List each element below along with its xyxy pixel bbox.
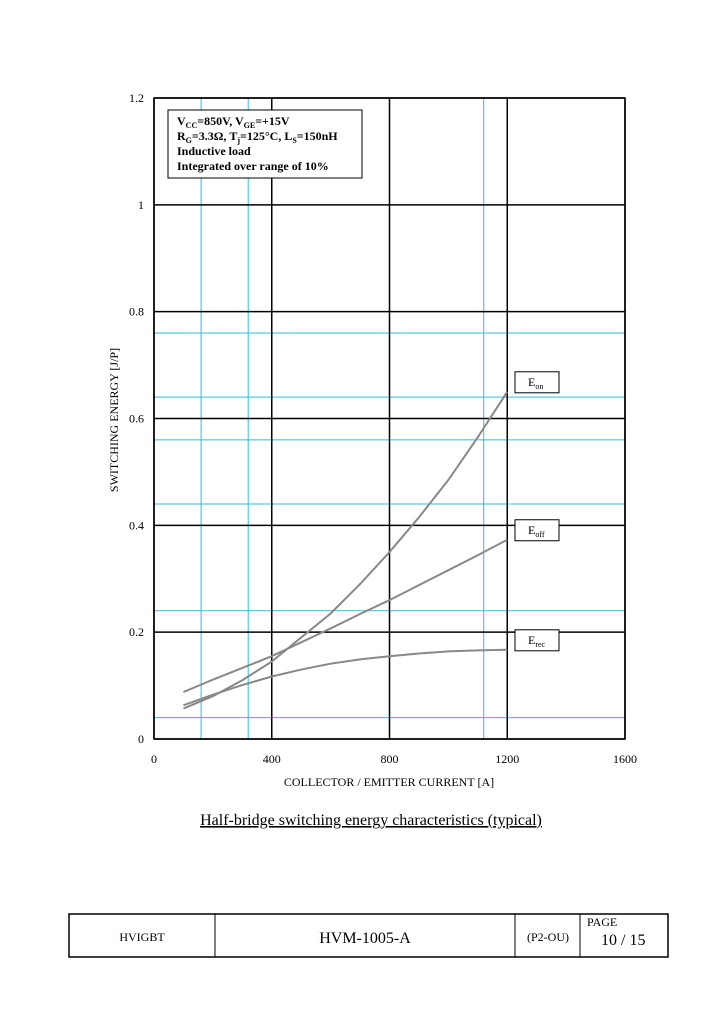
subscript: CC [186,121,198,130]
annotation-text: =125°C, L [240,129,292,143]
code: (P2-OU) [527,930,569,944]
legend-box [514,519,560,542]
curve [183,538,508,693]
legend-subscript: on [535,382,543,391]
legend-name: E [528,375,535,389]
subscript: S [292,136,297,145]
footer-box [68,913,669,958]
annotation-text: V [177,114,186,128]
product: HVIGBT [119,930,165,944]
annotation-text: Integrated over range of 10% [177,159,329,173]
annotation-text: =150nH [297,129,339,143]
annotation-line: Inductive load [177,144,251,158]
legend-name: E [528,633,535,647]
plot-frame [153,97,626,740]
legend-box [514,629,560,652]
x-tick-label: 1600 [613,752,637,766]
x-axis-label: COLLECTOR / EMITTER CURRENT [A] [284,775,494,789]
x-tick-label: 1200 [495,752,519,766]
annotation-text: R [177,129,186,143]
annotation-line: RG=3.3Ω, Tj=125°C, LS=150nH [177,129,338,145]
annotation-line: VCC=850V, VGE=+15V [177,114,290,130]
legend-label: Eon [528,375,543,391]
annotation-box [167,109,363,179]
legend-label: Erec [528,633,546,649]
annotation-text: =+15V [255,114,290,128]
y-tick-label: 0.8 [129,305,144,319]
subscript: GE [244,121,256,130]
y-tick-label: 0 [138,732,144,746]
footer: HVIGBT HVM-1005-A (P2-OU) PAGE 10 / 15 [68,913,669,958]
annotation-text: =850V, V [197,114,244,128]
legend-name: E [528,523,535,537]
annotation-text: =3.3Ω, T [192,129,237,143]
annotation-text: Inductive load [177,144,251,158]
x-tick-label: 800 [381,752,399,766]
curve [183,648,508,707]
y-tick-label: 1 [138,198,144,212]
y-tick-label: 0.4 [129,518,144,532]
subscript: j [236,136,240,145]
x-tick-label: 400 [263,752,281,766]
page-label: PAGE [587,915,617,929]
x-tick-label: 0 [151,752,157,766]
legend-subscript: off [535,530,545,539]
y-tick-label: 0.6 [129,412,144,426]
curve [183,391,509,710]
subscript: G [186,136,192,145]
legend-label: Eoff [528,523,545,539]
y-tick-label: 1.2 [129,91,144,105]
caption: Half-bridge switching energy characteris… [200,812,542,829]
legend-subscript: rec [535,640,545,649]
y-tick-label: 0.2 [129,625,144,639]
page-number: 10 / 15 [601,932,645,949]
y-axis-label: SWITCHING ENERGY [J/P] [107,348,121,492]
annotation-line: Integrated over range of 10% [177,159,329,173]
document-id: HVM-1005-A [319,930,411,947]
legend-box [514,371,560,394]
